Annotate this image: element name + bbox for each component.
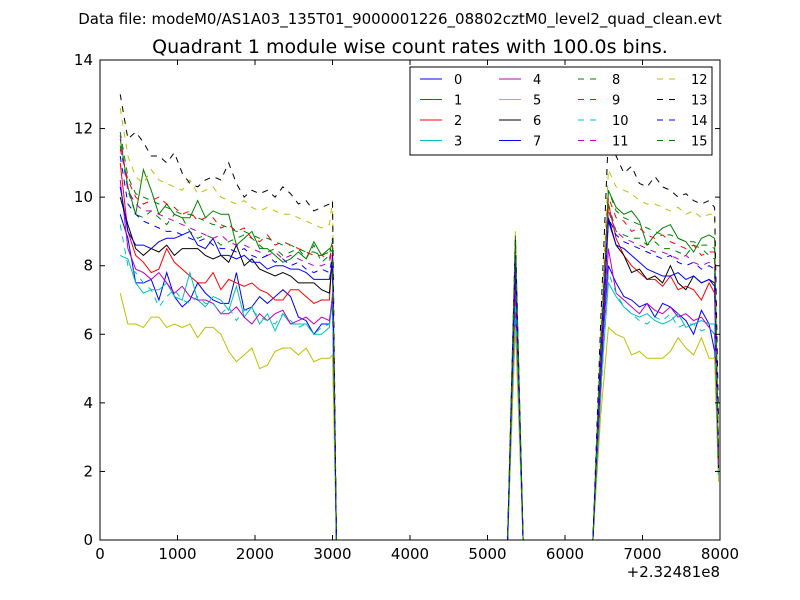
y-tick-label: 6 — [83, 325, 93, 343]
plot-lines — [119, 94, 719, 541]
x-tick-label: 4000 — [391, 545, 429, 563]
y-tick-label: 0 — [83, 531, 93, 549]
x-tick-label: 6000 — [546, 545, 584, 563]
series-line-11 — [119, 135, 719, 541]
series-line-9 — [119, 148, 719, 541]
legend-label-6: 6 — [533, 114, 541, 129]
legend-label-8: 8 — [612, 73, 620, 88]
y-tick-label: 2 — [83, 462, 93, 480]
series-line-6 — [119, 196, 719, 541]
axes: 0 1000 2000 3000 4000 5000 6000 7000 80000246810… — [74, 51, 739, 563]
y-tick-label: 12 — [74, 120, 93, 138]
series-line-8 — [119, 145, 719, 541]
x-tick-label: 0 — [95, 545, 105, 563]
series-line-14 — [119, 155, 719, 541]
chart-title: Quadrant 1 module wise count rates with … — [152, 36, 668, 58]
series-line-13 — [119, 94, 719, 541]
legend-label-7: 7 — [533, 135, 541, 150]
series-line-7 — [119, 186, 719, 541]
y-tick-label: 10 — [74, 188, 93, 206]
x-tick-label: 7000 — [623, 545, 661, 563]
legend-label-0: 0 — [454, 73, 462, 88]
x-offset-label: +2.32481e8 — [627, 563, 720, 581]
legend-label-15: 15 — [691, 135, 708, 150]
series-line-0 — [119, 214, 719, 541]
x-tick-label: 2000 — [236, 545, 274, 563]
legend-label-1: 1 — [454, 94, 462, 109]
legend-label-12: 12 — [691, 73, 708, 88]
y-tick-label: 4 — [83, 394, 93, 412]
x-tick-label: 8000 — [701, 545, 739, 563]
figure-suptitle: Data file: modeM0/AS1A03_135T01_90000012… — [78, 10, 722, 29]
series-line-1 — [119, 138, 719, 541]
legend-label-14: 14 — [691, 114, 708, 129]
series-line-10 — [119, 224, 719, 541]
x-tick-label: 3000 — [313, 545, 351, 563]
series-line-4 — [119, 179, 719, 541]
legend-label-13: 13 — [691, 94, 708, 109]
series-line-5 — [119, 292, 719, 541]
legend-label-10: 10 — [612, 114, 629, 129]
x-tick-label: 1000 — [158, 545, 196, 563]
series-line-3 — [119, 254, 719, 541]
series-line-15 — [119, 131, 719, 541]
series-line-12 — [119, 107, 719, 541]
legend-label-4: 4 — [533, 73, 541, 88]
legend-label-5: 5 — [533, 94, 541, 109]
y-tick-label: 14 — [74, 51, 93, 69]
legend-label-9: 9 — [612, 94, 620, 109]
x-tick-label: 5000 — [468, 545, 506, 563]
legend-label-3: 3 — [454, 135, 462, 150]
legend-label-11: 11 — [612, 135, 629, 150]
legend-label-2: 2 — [454, 114, 462, 129]
y-tick-label: 8 — [83, 257, 93, 275]
